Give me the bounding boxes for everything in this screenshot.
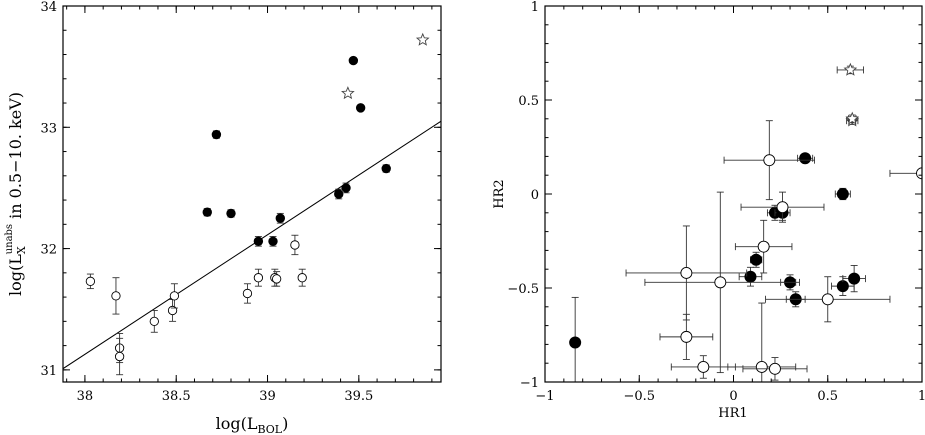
right-open-point [757,240,770,253]
right-open-point [680,267,693,279]
right-y-axis-label: HR2 [492,179,507,208]
left-filled-point [211,129,222,140]
left-plot-frame [62,5,442,383]
left-open-point [149,316,159,327]
right-open-point [680,330,693,343]
left-x-tick-label: 39.5 [344,389,373,404]
right-x-tick-label: −1 [535,389,554,404]
left-y-axis-label: log(LXunabs in 0.5−10. keV) [4,92,28,296]
left-open-point [114,351,125,362]
left-scatter-panel: 38 38.5 39 39.5 31 32 33 34 log(LBOL) log(LXuna… [4,0,442,435]
left-open-point [85,276,96,286]
left-star-point [341,86,355,100]
right-filled-point [848,272,861,285]
right-filled-point [799,152,812,165]
right-axis-ticks: −1 −0.5 0 0.5 1 −1 −0.5 0 0.5 1 [507,0,925,404]
left-filled-point [381,163,391,174]
right-filled-point [569,336,582,349]
right-open-point [763,154,776,167]
right-star-point [845,111,860,125]
right-y-tick-label: 1 [531,0,539,15]
left-y-tick-label: 32 [40,243,57,258]
right-x-tick-label: 1 [918,389,925,404]
left-open-point [111,291,121,301]
right-filled-point [836,280,849,293]
left-filled-point [348,55,359,66]
left-open-point [272,274,282,284]
right-y-tick-label: 0.5 [518,94,539,109]
left-open-point [167,305,178,316]
right-filled-point [750,253,763,266]
right-x-axis-label: HR1 [718,406,747,421]
left-fit-line [63,120,441,370]
right-star-point [843,62,858,76]
left-filled-point [268,236,278,247]
right-x-tick-label: −0.5 [623,389,655,404]
right-open-point [755,361,768,373]
left-star-point [415,32,430,46]
left-x-tick-label: 38 [77,389,94,404]
right-hardness-ratio-panel: −1 −0.5 0 0.5 1 −1 −0.5 0 0.5 1 HR1 HR2 [492,0,925,421]
right-filled-point [836,188,849,200]
left-open-point [297,273,307,283]
left-x-tick-label: 39 [259,389,276,404]
left-y-tick-label: 34 [40,0,57,15]
left-y-tick-label: 31 [40,364,57,379]
left-open-point [290,240,300,250]
left-open-point [242,288,253,299]
left-x-tick-label: 38.5 [162,389,191,404]
right-open-point [697,361,710,373]
right-y-tick-label: −1 [520,376,539,391]
left-open-point [253,273,264,283]
left-x-axis-label: log(LBOL) [216,414,289,435]
right-open-point [916,167,922,180]
right-plot-frame [544,5,923,383]
right-open-point [714,276,727,289]
right-x-tick-label: 0.5 [817,389,838,404]
left-open-point [169,291,180,301]
right-x-tick-label: 0 [729,389,737,404]
left-filled-point [253,236,264,247]
left-filled-point [341,183,351,193]
left-filled-point [334,189,344,199]
left-filled-point [275,213,286,223]
left-filled-point [355,103,366,113]
left-filled-point [202,207,212,217]
right-y-tick-label: −0.5 [507,282,539,297]
left-y-tick-label: 33 [40,121,57,136]
right-open-point [776,201,789,214]
right-open-point [821,293,834,306]
right-open-point [769,362,781,375]
left-filled-point [226,208,236,219]
left-axis-ticks: 38 38.5 39 39.5 31 32 33 34 [40,0,441,404]
right-y-tick-label: 0 [531,188,539,203]
